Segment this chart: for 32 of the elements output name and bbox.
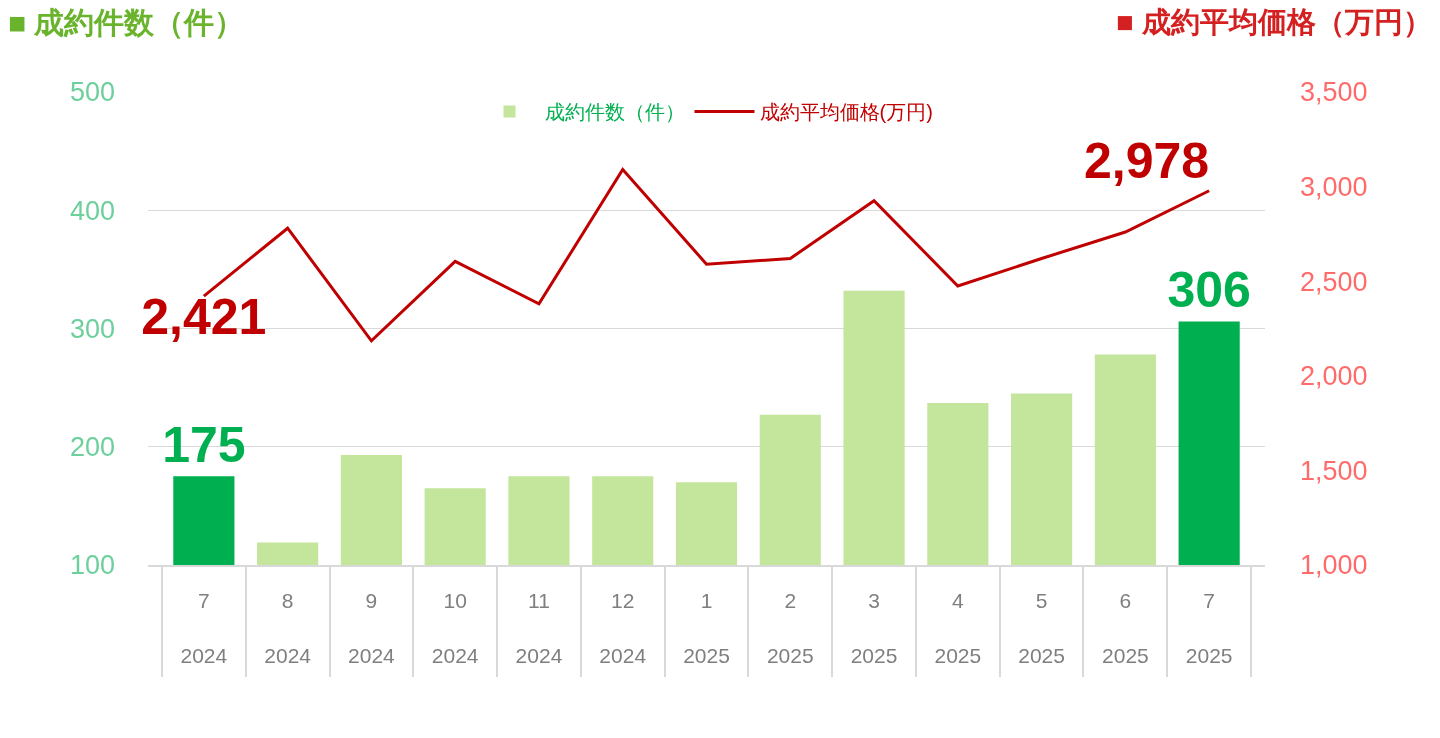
y-tick-label: 200: [69, 432, 115, 463]
y-tick-label: 100: [69, 550, 115, 581]
category-label: 9 2024: [348, 589, 395, 667]
category-label: 7 2024: [180, 589, 228, 667]
y2-tick-label: 3,000: [1300, 172, 1368, 203]
y2-tick-label: 1,500: [1300, 455, 1368, 486]
category-label: 5 2025: [1018, 589, 1065, 667]
y2-axis-title: ■ 成約平均価格（万円）: [1116, 6, 1432, 38]
y-axis-title: ■ 成約件数（件）: [8, 6, 245, 39]
y2-tick-label: 2,500: [1300, 266, 1368, 297]
category-label: 10 2024: [431, 589, 479, 667]
y-tick-label: 400: [69, 195, 115, 226]
category-label: 2 2025: [766, 589, 814, 667]
y-tick-label: 300: [69, 313, 115, 344]
category-label: 12 2024: [599, 589, 647, 667]
data-label: 2,978: [1084, 133, 1210, 190]
y2-tick-label: 1,000: [1300, 550, 1368, 581]
y2-tick-label: 3,500: [1300, 77, 1368, 108]
category-label: 7 2025: [1185, 589, 1233, 667]
y-tick-label: 500: [69, 77, 115, 108]
category-label: 4 2025: [934, 589, 982, 667]
data-label: 306: [1167, 262, 1251, 319]
legend-label: 成約件数（件）: [544, 101, 685, 124]
category-label: 8 2024: [264, 589, 311, 667]
category-label: 6 2025: [1102, 589, 1149, 667]
category-label: 11 2024: [515, 589, 563, 667]
legend-label: 成約平均価格(万円): [759, 101, 933, 124]
data-label: 175: [162, 417, 246, 474]
data-label: 2,421: [141, 288, 267, 345]
y2-tick-label: 2,000: [1300, 361, 1368, 392]
category-label: 1 2025: [683, 589, 730, 667]
category-label: 3 2025: [850, 589, 898, 667]
